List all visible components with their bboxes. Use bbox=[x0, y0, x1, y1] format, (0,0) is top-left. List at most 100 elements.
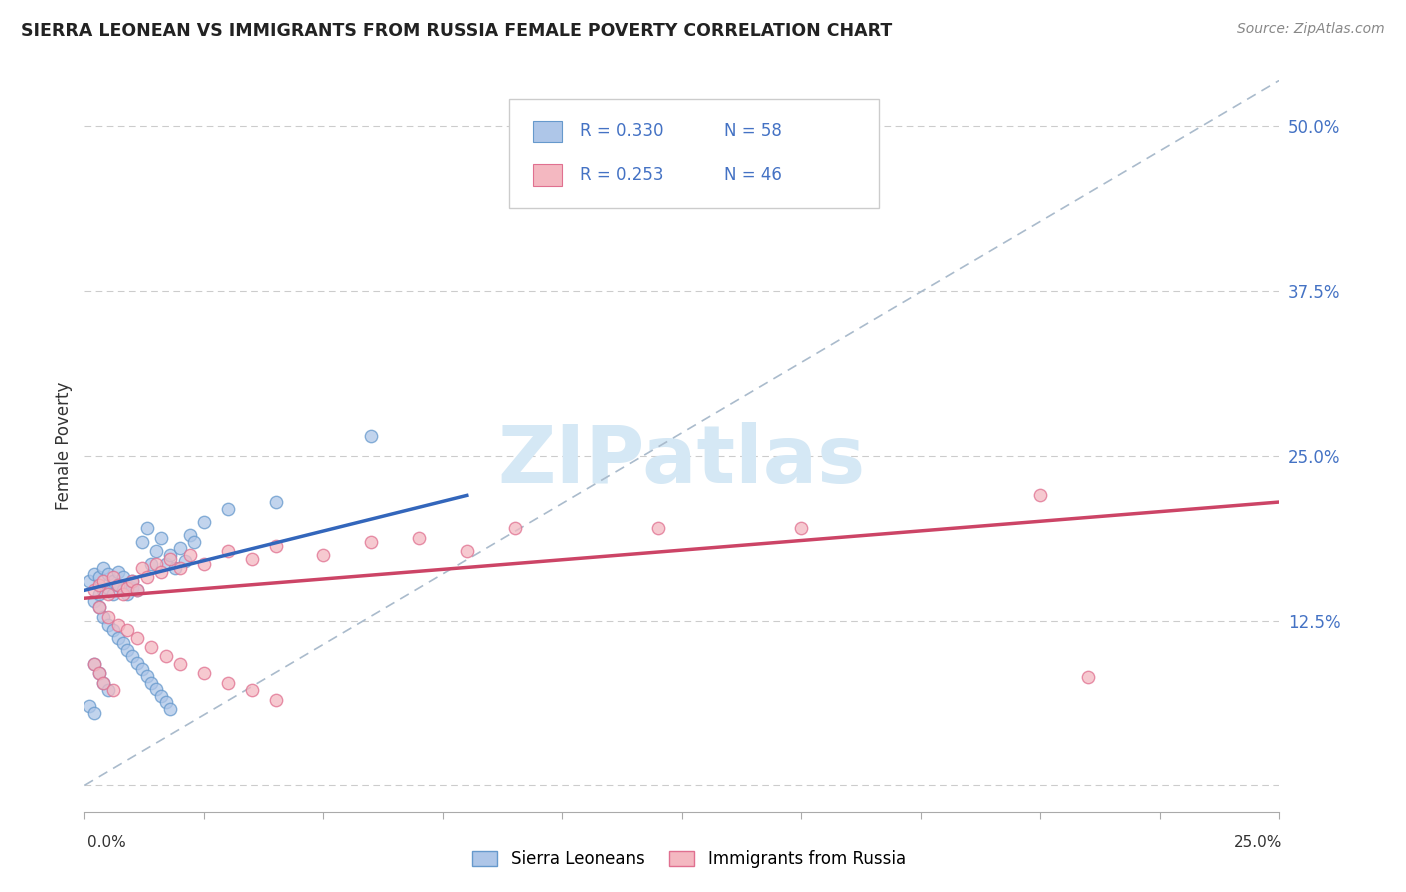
Point bbox=[159, 702, 181, 716]
Point bbox=[93, 675, 115, 690]
Point bbox=[264, 495, 287, 509]
Text: R = 0.330: R = 0.330 bbox=[581, 122, 664, 140]
Point bbox=[101, 570, 124, 584]
Point bbox=[1077, 670, 1099, 684]
Point bbox=[87, 587, 110, 601]
Point bbox=[97, 617, 120, 632]
Point bbox=[101, 574, 124, 588]
Point bbox=[647, 521, 669, 535]
Point bbox=[83, 567, 105, 582]
Legend: Sierra Leoneans, Immigrants from Russia: Sierra Leoneans, Immigrants from Russia bbox=[465, 844, 912, 875]
Point bbox=[360, 534, 382, 549]
Point bbox=[87, 600, 110, 615]
Point bbox=[83, 583, 105, 598]
Text: N = 46: N = 46 bbox=[724, 167, 782, 185]
Point bbox=[107, 631, 129, 645]
Point bbox=[141, 557, 163, 571]
Point bbox=[87, 600, 110, 615]
Point bbox=[408, 531, 430, 545]
Point bbox=[83, 706, 105, 720]
Text: Source: ZipAtlas.com: Source: ZipAtlas.com bbox=[1237, 22, 1385, 37]
Point bbox=[111, 587, 134, 601]
FancyBboxPatch shape bbox=[533, 120, 562, 143]
Point bbox=[141, 640, 163, 654]
Point bbox=[159, 551, 181, 566]
Point bbox=[135, 570, 157, 584]
Point bbox=[193, 515, 215, 529]
FancyBboxPatch shape bbox=[509, 99, 879, 209]
Point bbox=[173, 554, 195, 568]
Point bbox=[169, 541, 191, 556]
Point bbox=[145, 557, 167, 571]
Point bbox=[149, 531, 172, 545]
Point bbox=[264, 692, 287, 706]
Point bbox=[183, 534, 205, 549]
Point bbox=[145, 543, 167, 558]
Point bbox=[360, 429, 382, 443]
Point bbox=[159, 548, 181, 562]
Point bbox=[111, 636, 134, 650]
Point bbox=[179, 528, 201, 542]
Text: R = 0.253: R = 0.253 bbox=[581, 167, 664, 185]
Point bbox=[97, 609, 120, 624]
Point bbox=[87, 570, 110, 584]
Point bbox=[97, 587, 120, 601]
Text: 25.0%: 25.0% bbox=[1234, 836, 1282, 850]
Point bbox=[101, 623, 124, 637]
Point bbox=[456, 543, 478, 558]
Point bbox=[155, 695, 177, 709]
Point bbox=[179, 548, 201, 562]
Point bbox=[264, 539, 287, 553]
Point bbox=[240, 683, 263, 698]
Point bbox=[93, 675, 115, 690]
Point bbox=[93, 609, 115, 624]
FancyBboxPatch shape bbox=[533, 164, 562, 186]
Point bbox=[193, 666, 215, 681]
Point bbox=[169, 657, 191, 672]
Point bbox=[83, 594, 105, 608]
Point bbox=[93, 583, 115, 598]
Text: ZIPatlas: ZIPatlas bbox=[498, 422, 866, 500]
Point bbox=[83, 657, 105, 672]
Point bbox=[125, 583, 148, 598]
Y-axis label: Female Poverty: Female Poverty bbox=[55, 382, 73, 510]
Point bbox=[149, 565, 172, 579]
Point bbox=[97, 567, 120, 582]
Point bbox=[121, 581, 143, 595]
Point bbox=[312, 548, 335, 562]
Point bbox=[1029, 488, 1052, 502]
Point bbox=[93, 561, 115, 575]
Point bbox=[121, 649, 143, 664]
Point bbox=[165, 561, 187, 575]
Point bbox=[149, 689, 172, 703]
Point bbox=[87, 578, 110, 592]
Point bbox=[131, 662, 153, 676]
Point bbox=[117, 581, 139, 595]
Point bbox=[107, 578, 129, 592]
Point bbox=[135, 669, 157, 683]
Point bbox=[101, 587, 124, 601]
Point bbox=[107, 578, 129, 592]
Point bbox=[117, 578, 139, 592]
Point bbox=[125, 583, 148, 598]
Point bbox=[131, 534, 153, 549]
Point bbox=[77, 699, 100, 714]
Point bbox=[240, 551, 263, 566]
Point bbox=[107, 565, 129, 579]
Point bbox=[87, 666, 110, 681]
Point bbox=[101, 683, 124, 698]
Point bbox=[117, 642, 139, 657]
Point bbox=[169, 561, 191, 575]
Point bbox=[93, 574, 115, 588]
Text: 0.0%: 0.0% bbox=[87, 836, 127, 850]
Point bbox=[155, 557, 177, 571]
Point bbox=[155, 649, 177, 664]
Point bbox=[97, 581, 120, 595]
Point bbox=[217, 543, 239, 558]
Point bbox=[77, 574, 100, 588]
Text: N = 58: N = 58 bbox=[724, 122, 782, 140]
Point bbox=[83, 657, 105, 672]
Text: SIERRA LEONEAN VS IMMIGRANTS FROM RUSSIA FEMALE POVERTY CORRELATION CHART: SIERRA LEONEAN VS IMMIGRANTS FROM RUSSIA… bbox=[21, 22, 893, 40]
Point bbox=[141, 675, 163, 690]
Point bbox=[503, 521, 526, 535]
